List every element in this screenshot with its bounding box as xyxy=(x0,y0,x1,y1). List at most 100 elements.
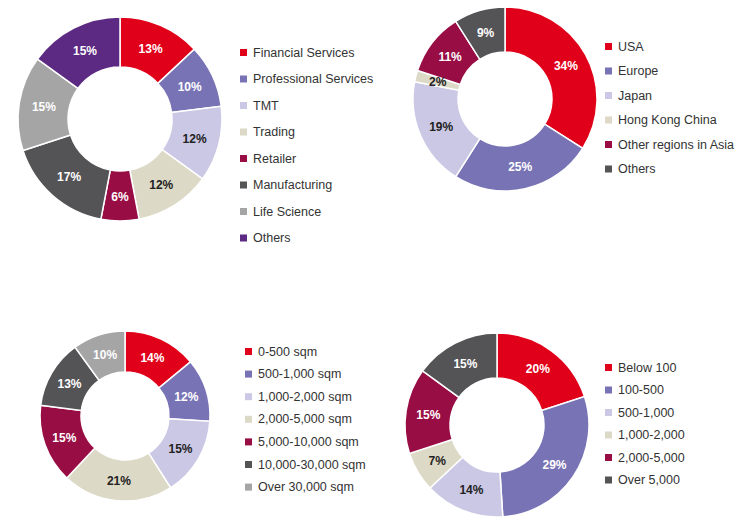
data-label: 25% xyxy=(508,160,532,174)
data-label: 12% xyxy=(183,132,207,146)
legend-swatch xyxy=(605,166,612,173)
data-labels: 20% 29% 14% 7% 15% 15% xyxy=(416,357,566,498)
legend-label: 2,000-5,000 xyxy=(618,451,685,465)
slice xyxy=(505,7,597,148)
data-label: 17% xyxy=(57,170,81,184)
legend-swatch xyxy=(245,461,252,468)
legend-swatch xyxy=(605,387,612,394)
slices xyxy=(405,333,589,517)
legend-label: Below 100 xyxy=(618,361,676,375)
data-label: 7% xyxy=(429,454,447,468)
slices xyxy=(40,331,210,501)
legend-swatch xyxy=(240,235,247,242)
legend-swatch xyxy=(605,43,612,50)
legend-label: Japan xyxy=(618,89,652,103)
legend-swatch xyxy=(605,454,612,461)
data-label: 15% xyxy=(32,100,56,114)
data-label: 20% xyxy=(526,362,550,376)
data-label: 19% xyxy=(429,120,453,134)
figure: 13% 10% 12% 12% 6% 17% 15% 15% Financial Service… xyxy=(0,0,744,526)
legend: USA Europe Japan Hong Kong China Other regio… xyxy=(605,40,734,177)
legend-label: Financial Services xyxy=(253,46,354,60)
data-label: 9% xyxy=(477,26,495,40)
data-label: 21% xyxy=(107,474,131,488)
legend-swatch xyxy=(245,416,252,423)
legend-label: Retailer xyxy=(253,152,296,166)
data-label: 15% xyxy=(73,44,97,58)
legend-swatch xyxy=(240,129,247,136)
slice xyxy=(23,135,110,219)
legend-swatch xyxy=(240,208,247,215)
data-label: 6% xyxy=(111,190,129,204)
slice xyxy=(130,150,203,220)
legend-swatch xyxy=(240,102,247,109)
legend-label: Hong Kong China xyxy=(618,113,717,127)
legend-swatch xyxy=(605,117,612,124)
slice xyxy=(159,362,210,422)
legend-label: 10,000-30,000 sqm xyxy=(258,458,366,472)
legend-swatch xyxy=(605,364,612,371)
legend-label: Europe xyxy=(618,64,658,78)
legend-swatch xyxy=(245,484,252,491)
data-labels: 13% 10% 12% 12% 6% 17% 15% 15% xyxy=(32,42,207,204)
data-label: 13% xyxy=(57,377,81,391)
slices xyxy=(18,17,222,221)
legend-label: Trading xyxy=(253,125,295,139)
legend-label: Life Science xyxy=(253,205,321,219)
legend-label: 1,000-2,000 sqm xyxy=(258,390,352,404)
donut-chart: 13% 10% 12% 12% 6% 17% 15% 15% Financial Service… xyxy=(18,17,373,245)
legend: Below 100 100-500 500-1,000 1,000-2,000 2,00… xyxy=(605,361,685,488)
legend-label: Professional Services xyxy=(253,72,373,86)
legend-label: Over 30,000 sqm xyxy=(258,480,354,494)
legend-label: 0-500 sqm xyxy=(258,345,317,359)
data-label: 15% xyxy=(169,442,193,456)
slice xyxy=(423,333,497,397)
legend-label: 1,000-2,000 xyxy=(618,428,685,442)
slice xyxy=(37,17,120,88)
data-label: 29% xyxy=(542,458,566,472)
legend: 0-500 sqm500-1,000 sqm1,000-2,000 sqm2,0… xyxy=(245,345,366,495)
data-label: 14% xyxy=(459,483,483,497)
slice xyxy=(40,405,95,478)
data-label: 15% xyxy=(52,431,76,445)
legend-label: 500-1,000 xyxy=(618,406,674,420)
legend-swatch xyxy=(240,49,247,56)
data-label: 14% xyxy=(140,351,164,365)
data-labels: 14% 12% 15% 21% 15% 13% 10% xyxy=(52,348,198,488)
legend-swatch xyxy=(605,141,612,148)
donut-chart: 34%25%19%2%11%9%USAEuropeJapanHong Kong … xyxy=(413,7,734,191)
legend: Financial Services Professional Services T… xyxy=(240,46,373,246)
legend-swatch xyxy=(605,432,612,439)
legend-label: Manufacturing xyxy=(253,178,332,192)
slice xyxy=(456,7,505,59)
slice xyxy=(75,331,125,380)
slice xyxy=(158,49,221,112)
slice xyxy=(413,82,480,177)
legend-label: USA xyxy=(618,40,644,54)
legend-swatch xyxy=(605,92,612,99)
data-label: 15% xyxy=(416,408,440,422)
legend-label: Other regions in Asia xyxy=(618,138,734,152)
data-label: 10% xyxy=(178,80,202,94)
page: {"chart_data": [ {"type": "pie", "catego… xyxy=(0,0,744,526)
legend-swatch xyxy=(245,371,252,378)
data-label: 10% xyxy=(93,348,117,362)
legend-label: Over 5,000 xyxy=(618,473,680,487)
slice xyxy=(497,333,584,410)
legend-swatch xyxy=(240,76,247,83)
data-label: 12% xyxy=(174,390,198,404)
data-labels: 34%25%19%2%11%9% xyxy=(429,26,578,175)
legend-label: 2,000-5,000 sqm xyxy=(258,412,352,426)
data-label: 15% xyxy=(453,357,477,371)
legend-label: Others xyxy=(253,231,291,245)
legend-label: 100-500 xyxy=(618,383,664,397)
legend-swatch xyxy=(245,393,252,400)
data-label: 13% xyxy=(139,42,163,56)
legend-label: 5,000-10,000 sqm xyxy=(258,435,359,449)
slice xyxy=(500,397,589,517)
data-label: 12% xyxy=(149,178,173,192)
data-label: 11% xyxy=(438,50,462,64)
legend-swatch xyxy=(605,477,612,484)
donut-chart: 14% 12% 15% 21% 15% 13% 10% 0-500 sqm500-1,000 … xyxy=(40,331,366,501)
legend-label: TMT xyxy=(253,99,279,113)
